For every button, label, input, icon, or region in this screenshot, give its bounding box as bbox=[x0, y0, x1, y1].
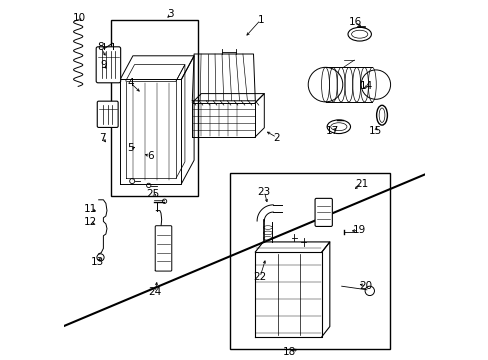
Text: 4: 4 bbox=[127, 78, 133, 88]
Text: 6: 6 bbox=[146, 151, 153, 161]
Text: 14: 14 bbox=[360, 81, 373, 91]
Text: 23: 23 bbox=[257, 186, 270, 197]
Text: 9: 9 bbox=[100, 60, 106, 70]
Text: 18: 18 bbox=[282, 347, 296, 357]
Text: 21: 21 bbox=[354, 179, 367, 189]
FancyBboxPatch shape bbox=[97, 101, 118, 127]
Text: 20: 20 bbox=[359, 281, 372, 291]
Text: 10: 10 bbox=[72, 13, 85, 23]
Text: 19: 19 bbox=[352, 225, 365, 235]
Text: 7: 7 bbox=[99, 132, 105, 143]
Bar bbox=[111, 20, 197, 196]
Text: 5: 5 bbox=[127, 143, 133, 153]
Text: 15: 15 bbox=[368, 126, 382, 136]
Text: 3: 3 bbox=[167, 9, 174, 19]
Bar bbox=[230, 173, 389, 349]
FancyBboxPatch shape bbox=[96, 47, 121, 83]
Text: 25: 25 bbox=[146, 189, 159, 199]
Text: 24: 24 bbox=[148, 287, 162, 297]
FancyBboxPatch shape bbox=[155, 226, 171, 271]
Text: 1: 1 bbox=[257, 15, 264, 25]
Text: 2: 2 bbox=[273, 132, 280, 143]
Text: 17: 17 bbox=[325, 126, 339, 136]
Text: 13: 13 bbox=[91, 257, 104, 267]
FancyBboxPatch shape bbox=[314, 198, 332, 226]
Text: 12: 12 bbox=[83, 217, 97, 228]
Text: 8: 8 bbox=[97, 42, 103, 52]
Text: 16: 16 bbox=[348, 17, 361, 27]
Text: 11: 11 bbox=[83, 204, 97, 214]
Text: 22: 22 bbox=[253, 272, 266, 282]
